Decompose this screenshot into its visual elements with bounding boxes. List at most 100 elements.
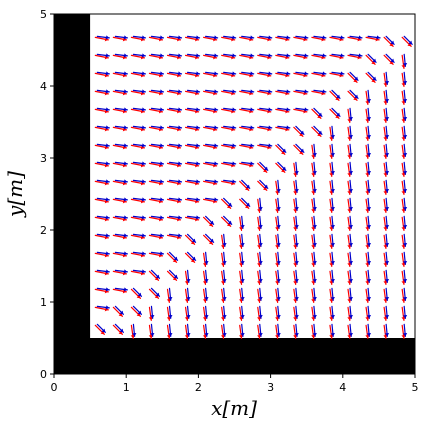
reference-vector: [239, 306, 244, 321]
reference-vector: [148, 252, 164, 258]
predicted-vector: [96, 161, 110, 166]
reference-vector: [329, 198, 334, 213]
reference-vector: [130, 216, 146, 222]
reference-vector: [311, 180, 316, 195]
reference-vector: [94, 288, 109, 294]
predicted-vector: [114, 35, 128, 40]
predicted-vector: [312, 251, 317, 265]
reference-vector: [94, 270, 109, 276]
predicted-vector: [96, 251, 110, 256]
predicted-vector: [259, 89, 273, 94]
reference-vector: [365, 198, 370, 213]
reference-vector: [401, 324, 406, 339]
predicted-vector: [294, 323, 299, 337]
reference-vector: [166, 306, 171, 321]
reference-vector: [401, 54, 406, 69]
reference-vector: [311, 270, 316, 285]
predicted-vector: [277, 35, 291, 40]
predicted-vector: [402, 107, 408, 121]
predicted-vector: [168, 71, 183, 76]
reference-vector: [130, 162, 146, 168]
predicted-vector: [168, 197, 183, 202]
reference-vector: [401, 198, 406, 213]
reference-vector: [184, 108, 200, 114]
predicted-vector: [331, 35, 345, 40]
reference-vector: [148, 198, 164, 204]
predicted-vector: [168, 323, 173, 337]
reference-vector: [257, 216, 262, 231]
reference-vector: [329, 162, 334, 177]
reference-vector: [130, 90, 146, 96]
predicted-vector: [402, 161, 408, 175]
reference-vector: [239, 72, 254, 78]
predicted-vector: [186, 89, 201, 94]
predicted-vector: [223, 215, 233, 225]
predicted-vector: [240, 233, 245, 247]
reference-vector: [383, 180, 388, 195]
predicted-vector: [114, 215, 128, 220]
reference-vector: [220, 234, 226, 249]
reference-vector: [329, 306, 334, 321]
reference-vector: [347, 108, 352, 123]
reference-vector: [401, 108, 406, 123]
reference-vector: [184, 288, 190, 303]
reference-vector: [347, 162, 352, 177]
reference-vector: [221, 108, 236, 114]
predicted-vector: [223, 125, 237, 130]
predicted-vector: [222, 233, 227, 247]
reference-vector: [275, 216, 280, 231]
reference-vector: [148, 108, 164, 114]
predicted-vector: [205, 161, 219, 166]
predicted-vector: [204, 269, 209, 283]
reference-vector: [166, 36, 182, 42]
reference-vector: [257, 54, 272, 60]
reference-vector: [293, 216, 298, 231]
predicted-vector: [295, 125, 305, 135]
reference-vector: [239, 288, 244, 303]
x-tick-label: 5: [412, 381, 419, 394]
predicted-vector: [312, 323, 317, 337]
reference-vector: [166, 324, 171, 339]
reference-vector: [365, 252, 370, 267]
predicted-vector: [331, 71, 345, 76]
reference-vector: [311, 72, 326, 78]
predicted-vector: [168, 143, 183, 148]
reference-vector: [311, 288, 316, 303]
x-tick-label: 2: [195, 381, 202, 394]
predicted-vector: [150, 323, 155, 337]
reference-vector: [94, 108, 109, 114]
reference-vector: [203, 162, 218, 168]
predicted-vector: [276, 179, 281, 193]
reference-vector: [94, 306, 109, 312]
reference-vector: [239, 144, 254, 150]
reference-vector: [166, 198, 182, 204]
reference-vector: [130, 54, 146, 60]
reference-vector: [130, 126, 146, 132]
predicted-vector: [402, 179, 408, 193]
predicted-vector: [366, 197, 372, 211]
predicted-vector: [114, 323, 124, 333]
reference-vector: [293, 234, 298, 249]
predicted-vector: [132, 269, 147, 274]
predicted-vector: [204, 323, 209, 337]
y-tick-label: 0: [40, 368, 47, 381]
reference-vector: [166, 54, 182, 60]
reference-vector: [94, 234, 109, 240]
reference-vector: [94, 72, 109, 78]
predicted-vector: [366, 179, 372, 193]
predicted-vector: [367, 53, 377, 63]
reference-vector: [94, 54, 109, 60]
predicted-vector: [150, 89, 165, 94]
predicted-vector: [132, 143, 147, 148]
reference-vector: [311, 216, 316, 231]
predicted-vector: [366, 305, 372, 319]
reference-vector: [275, 180, 280, 195]
predicted-vector: [96, 107, 110, 112]
reference-vector: [130, 234, 146, 240]
predicted-vector: [150, 35, 165, 40]
predicted-vector: [348, 197, 353, 211]
predicted-vector: [240, 269, 245, 283]
predicted-vector: [258, 305, 263, 319]
reference-vector: [365, 90, 370, 105]
reference-vector: [203, 180, 218, 186]
